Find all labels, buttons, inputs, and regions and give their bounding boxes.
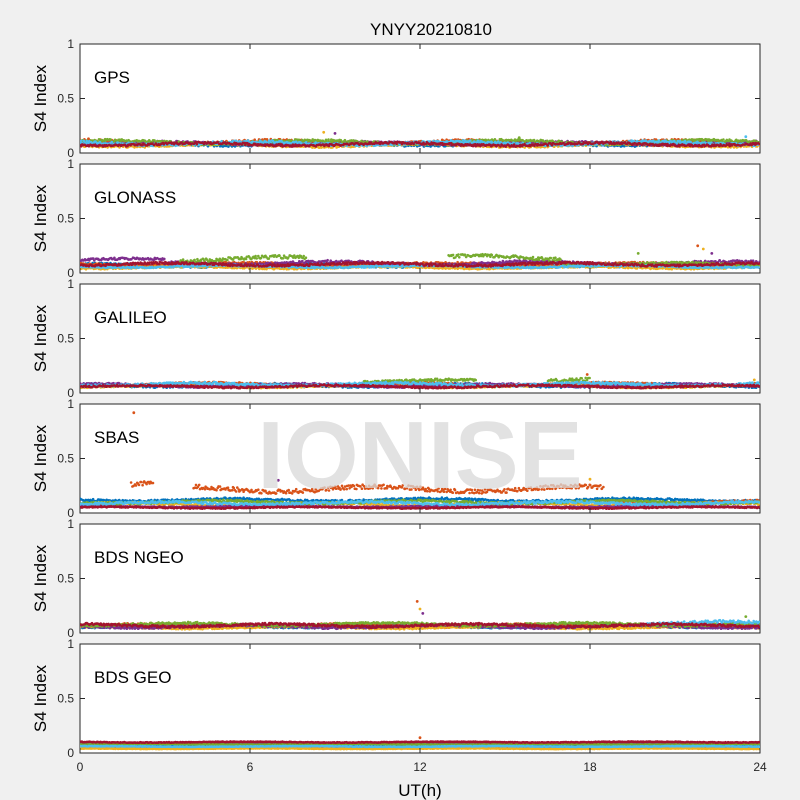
data-point — [652, 139, 655, 142]
data-point — [638, 142, 642, 145]
data-point — [343, 138, 347, 142]
data-point — [268, 139, 272, 143]
data-point — [546, 144, 549, 147]
data-point — [521, 141, 524, 145]
data-point — [162, 143, 166, 146]
data-point — [194, 140, 198, 144]
spike-point — [322, 130, 326, 134]
data-point — [246, 139, 250, 142]
data-point — [683, 139, 687, 143]
y-tick-label: 0.5 — [57, 92, 74, 106]
data-point — [476, 139, 480, 142]
spike-point — [744, 135, 748, 139]
spike-point — [333, 132, 337, 135]
data-point — [688, 138, 691, 141]
scatter-points — [80, 244, 760, 271]
spike-point — [87, 137, 90, 141]
data-point — [254, 142, 257, 146]
data-point — [292, 145, 296, 148]
data-point — [722, 138, 725, 141]
data-point — [80, 145, 83, 148]
data-point — [675, 141, 678, 145]
data-point — [497, 143, 500, 147]
data-point — [471, 138, 474, 142]
data-point — [700, 137, 704, 141]
data-point — [87, 139, 91, 143]
data-point — [657, 139, 661, 142]
data-point — [253, 138, 256, 141]
data-point — [264, 144, 267, 148]
data-point — [538, 140, 541, 144]
data-point — [444, 143, 448, 146]
data-point — [82, 139, 86, 143]
data-point — [327, 138, 330, 141]
data-point — [493, 138, 497, 141]
data-point — [231, 143, 234, 146]
axes-frame — [79, 163, 761, 274]
data-point — [461, 139, 465, 142]
spike-point — [517, 136, 521, 140]
data-point — [550, 143, 554, 147]
data-point — [523, 146, 526, 149]
y-tick-label: 0 — [67, 146, 74, 160]
data-point — [366, 140, 369, 143]
data-point — [109, 138, 112, 141]
data-point — [339, 138, 343, 142]
data-point — [153, 139, 156, 142]
panel-label: GPS — [94, 68, 130, 87]
data-point — [728, 144, 731, 148]
data-point — [360, 139, 363, 143]
data-point — [412, 142, 415, 146]
data-point — [473, 142, 477, 146]
data-point — [496, 140, 500, 143]
data-point — [468, 139, 472, 142]
data-point — [110, 140, 114, 144]
data-point — [98, 140, 102, 144]
scatter-points — [80, 130, 760, 149]
data-point — [85, 139, 88, 143]
data-point — [352, 139, 355, 142]
y-axis-label: S4 Index — [31, 64, 50, 132]
data-point — [474, 144, 478, 148]
data-point — [666, 142, 669, 146]
data-point — [534, 142, 537, 146]
data-point — [735, 138, 738, 142]
data-point — [758, 142, 760, 146]
data-point — [80, 139, 83, 143]
y-tick-label: 1 — [67, 37, 74, 51]
data-point — [428, 143, 432, 146]
data-point — [753, 139, 756, 142]
data-point — [558, 139, 561, 143]
panel-0: 0 0.5 1 GPS S4 Index — [31, 37, 761, 160]
data-point — [100, 138, 104, 142]
data-point — [499, 141, 503, 144]
data-point — [265, 138, 269, 141]
data-point — [684, 142, 688, 145]
axes-frame — [79, 43, 761, 154]
data-point — [750, 143, 753, 147]
data-point — [462, 144, 465, 147]
data-point — [311, 138, 315, 141]
figure-title: YNYY20210810 — [370, 20, 492, 39]
data-point — [152, 143, 156, 147]
data-point — [664, 142, 667, 146]
data-point — [195, 142, 199, 146]
data-point — [519, 143, 522, 147]
